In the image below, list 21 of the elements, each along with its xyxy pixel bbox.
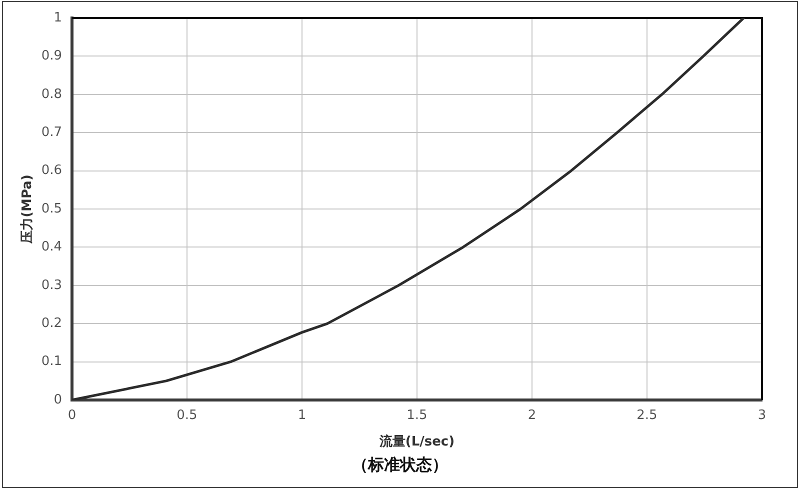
y-tick-label: 1 bbox=[54, 10, 62, 26]
x-tick-label: 2.5 bbox=[636, 408, 658, 424]
y-tick-label: 0.6 bbox=[41, 163, 62, 178]
text: （标准状态） bbox=[351, 454, 449, 476]
x-axis-title: 流量(L/sec) bbox=[378, 434, 455, 450]
x-tick-label: 2 bbox=[528, 408, 536, 424]
y-tick-label: 0.3 bbox=[41, 278, 62, 293]
x-tick-label: 1.5 bbox=[406, 408, 428, 424]
y-tick-label: 0.2 bbox=[41, 316, 62, 331]
y-axis-title: 压力(MPa) bbox=[20, 174, 36, 244]
y-tick-label: 0.9 bbox=[41, 48, 62, 64]
x-tick-label: 0.5 bbox=[176, 408, 198, 424]
y-tick-label: 0.1 bbox=[41, 354, 62, 370]
x-tick-label: 3 bbox=[758, 408, 766, 424]
x-tick-label: 1 bbox=[298, 408, 306, 424]
x-tick-label: 0 bbox=[68, 408, 76, 424]
y-tick-label: 0.8 bbox=[41, 86, 62, 102]
y-tick-label: 0.4 bbox=[41, 240, 62, 255]
y-tick-label: 0.7 bbox=[41, 124, 62, 140]
y-tick-label: 0 bbox=[54, 392, 62, 408]
y-tick-label: 0.5 bbox=[41, 201, 62, 216]
